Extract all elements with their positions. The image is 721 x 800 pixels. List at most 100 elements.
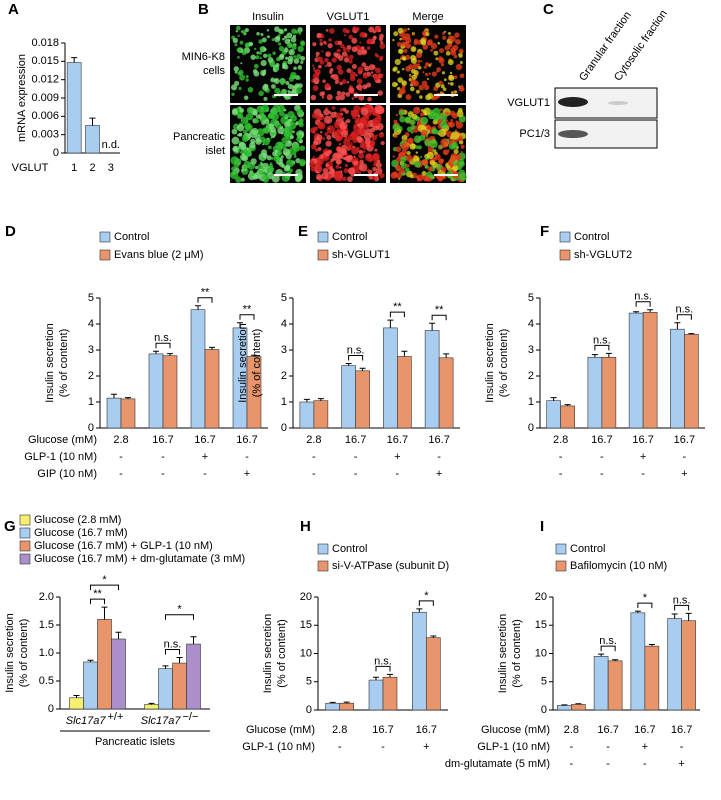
y-axis-label: Insulin secretion <box>4 613 16 693</box>
significance-label: ** <box>93 588 102 600</box>
signal <box>379 43 386 49</box>
signal <box>281 132 284 135</box>
error-bar <box>71 57 78 63</box>
signal <box>342 176 347 182</box>
legend-swatch <box>317 249 329 261</box>
error-bar <box>251 354 257 357</box>
signal <box>340 130 349 138</box>
significance-label: ** <box>393 301 402 313</box>
signal <box>295 175 302 182</box>
significance-label: * <box>643 592 648 604</box>
signal <box>317 64 322 69</box>
signal <box>431 71 437 77</box>
signal <box>280 81 284 86</box>
signal <box>327 43 333 49</box>
signal <box>346 81 350 84</box>
signal <box>244 28 249 33</box>
error-bar <box>598 653 605 657</box>
signal <box>390 171 398 179</box>
bar <box>607 660 623 711</box>
signal <box>447 59 454 66</box>
signal <box>336 128 340 132</box>
signal <box>326 94 333 101</box>
signal <box>316 173 323 180</box>
bar <box>382 676 398 711</box>
signal <box>453 149 459 155</box>
row-label: islet <box>205 145 225 157</box>
x-tick-label: 16.7 <box>674 434 695 446</box>
legend-swatch <box>99 249 111 261</box>
significance-label: n.s. <box>154 332 172 344</box>
bar <box>667 618 682 711</box>
signal <box>432 107 441 117</box>
y-tick-label: 5 <box>541 676 547 688</box>
blot-label: PC1/3 <box>519 128 550 140</box>
signal <box>397 27 404 34</box>
signal <box>366 46 371 50</box>
signal <box>353 160 359 166</box>
signal <box>295 87 302 94</box>
signal <box>280 155 284 159</box>
signal <box>370 71 374 74</box>
signal <box>347 176 353 182</box>
error-bar <box>329 701 336 704</box>
y-tick-label: 0 <box>528 422 534 434</box>
y-tick-label: 0.015 <box>31 55 59 67</box>
signal <box>310 94 317 101</box>
signal <box>424 72 429 77</box>
signal <box>283 28 288 32</box>
signal <box>450 142 454 145</box>
significance-label: n.s. <box>673 594 691 606</box>
signal <box>356 135 363 142</box>
signal <box>293 66 297 71</box>
signal <box>343 168 349 174</box>
significance-label: * <box>177 604 182 616</box>
signal <box>299 159 306 166</box>
signal <box>236 124 245 132</box>
signal <box>413 155 420 163</box>
signal <box>299 140 302 144</box>
bar <box>681 620 696 711</box>
signal <box>353 72 356 75</box>
condition-value: - <box>203 468 207 480</box>
significance-bracket <box>348 355 364 361</box>
signal <box>267 53 272 58</box>
signal <box>297 45 304 53</box>
signal <box>333 121 341 129</box>
signal <box>348 54 354 60</box>
signal <box>262 138 270 146</box>
signal <box>297 77 301 80</box>
error-bar <box>648 643 655 647</box>
signal <box>364 65 370 72</box>
signal <box>319 42 324 46</box>
signal <box>358 171 362 175</box>
signal <box>414 38 419 43</box>
signal <box>396 156 402 163</box>
error-bar <box>612 659 619 661</box>
x-tick-label: 2.8 <box>564 724 579 736</box>
signal <box>434 153 441 160</box>
column-label: VGLUT1 <box>327 11 370 23</box>
signal <box>429 174 434 179</box>
legend-label: Bafilomycin (10 nM) <box>570 560 667 572</box>
signal <box>278 28 284 34</box>
y-tick-label: 0 <box>48 703 54 715</box>
condition-value: - <box>643 758 647 770</box>
error-bar <box>237 322 243 328</box>
signal <box>313 69 317 73</box>
signal <box>293 55 297 59</box>
signal <box>258 169 264 176</box>
x-tick-label: 16.7 <box>597 724 618 736</box>
significance-bracket <box>676 314 692 320</box>
signal <box>424 84 430 91</box>
signal <box>367 96 372 102</box>
x-tick-label: 16.7 <box>634 724 655 736</box>
signal <box>460 150 463 153</box>
signal <box>271 174 280 183</box>
signal <box>436 164 442 170</box>
x-tick-label: 16.7 <box>416 724 437 736</box>
legend-swatch <box>19 540 31 552</box>
row-label: GLP-1 (10 nM) <box>242 741 315 753</box>
signal <box>256 105 264 113</box>
signal <box>335 95 341 101</box>
